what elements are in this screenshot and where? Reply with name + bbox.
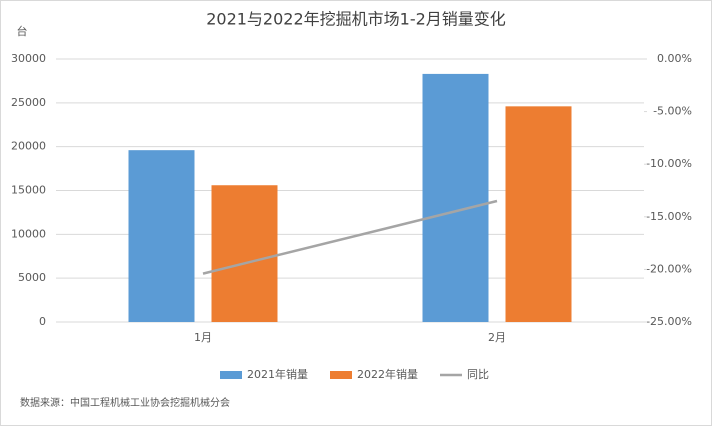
bar: [505, 106, 572, 322]
y-tick-label: 5000: [18, 271, 46, 284]
y2-tick-label: -20.00%: [646, 262, 692, 275]
source-note: 数据来源：中国工程机械工业协会挖掘机械分会: [20, 396, 230, 409]
legend-label: 2021年销量: [247, 367, 308, 381]
x-tick-label: 1月: [194, 331, 212, 344]
y2-tick-label: -5.00%: [653, 105, 692, 118]
chart-title: 2021与2022年挖掘机市场1-2月销量变化: [206, 10, 506, 29]
legend-swatch: [330, 371, 352, 379]
y2-tick-label: 0.00%: [657, 52, 692, 65]
bar: [211, 185, 278, 322]
y-tick-label: 10000: [11, 227, 46, 240]
legend-label: 同比: [467, 368, 489, 381]
y2-tick-label: -15.00%: [646, 210, 692, 223]
bar: [128, 150, 195, 322]
y2-tick-label: -25.00%: [646, 315, 692, 328]
y-tick-label: 0: [39, 315, 46, 328]
bar: [422, 73, 489, 322]
x-tick-label: 2月: [488, 331, 506, 344]
legend-label: 2022年销量: [357, 367, 418, 381]
y-tick-label: 25000: [11, 96, 46, 109]
y-tick-label: 15000: [11, 184, 46, 197]
line-series: [202, 199, 498, 275]
y-tick-label: 20000: [11, 140, 46, 153]
y-tick-label: 30000: [11, 52, 46, 65]
y2-tick-label: -10.00%: [646, 157, 692, 170]
y-axis-label: 台: [17, 24, 28, 38]
legend-swatch: [220, 371, 242, 379]
